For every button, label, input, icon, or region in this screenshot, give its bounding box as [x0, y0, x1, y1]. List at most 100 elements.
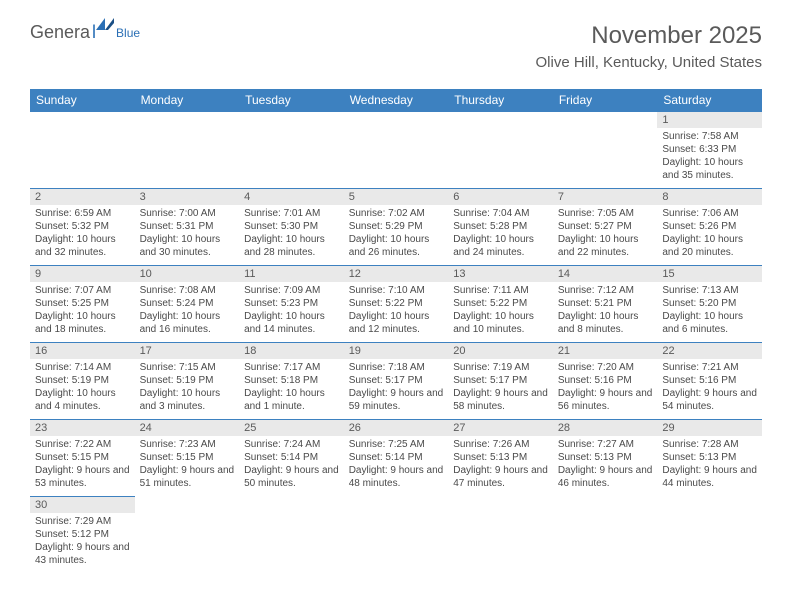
sunrise-text: Sunrise: 7:26 AM [453, 438, 548, 451]
day-number: 4 [239, 189, 344, 205]
calendar-cell: 21Sunrise: 7:20 AMSunset: 5:16 PMDayligh… [553, 343, 658, 420]
calendar-cell: 23Sunrise: 7:22 AMSunset: 5:15 PMDayligh… [30, 420, 135, 497]
sunset-text: Sunset: 5:23 PM [244, 297, 339, 310]
sunrise-text: Sunrise: 7:14 AM [35, 361, 130, 374]
daylight-text: Daylight: 9 hours and 53 minutes. [35, 464, 130, 490]
daylight-text: Daylight: 10 hours and 26 minutes. [349, 233, 444, 259]
day-number: 29 [657, 420, 762, 436]
day-info: Sunrise: 7:21 AMSunset: 5:16 PMDaylight:… [657, 359, 762, 416]
sunrise-text: Sunrise: 7:29 AM [35, 515, 130, 528]
calendar-cell: 2Sunrise: 6:59 AMSunset: 5:32 PMDaylight… [30, 189, 135, 266]
daylight-text: Daylight: 10 hours and 22 minutes. [558, 233, 653, 259]
sunrise-text: Sunrise: 7:05 AM [558, 207, 653, 220]
day-info: Sunrise: 7:07 AMSunset: 5:25 PMDaylight:… [30, 282, 135, 339]
sunset-text: Sunset: 5:31 PM [140, 220, 235, 233]
daylight-text: Daylight: 9 hours and 54 minutes. [662, 387, 757, 413]
sunrise-text: Sunrise: 7:27 AM [558, 438, 653, 451]
calendar-cell [239, 112, 344, 189]
sunrise-text: Sunrise: 7:00 AM [140, 207, 235, 220]
calendar-cell: 8Sunrise: 7:06 AMSunset: 5:26 PMDaylight… [657, 189, 762, 266]
day-info: Sunrise: 7:28 AMSunset: 5:13 PMDaylight:… [657, 436, 762, 493]
day-number: 28 [553, 420, 658, 436]
sunrise-text: Sunrise: 7:13 AM [662, 284, 757, 297]
calendar-cell: 30Sunrise: 7:29 AMSunset: 5:12 PMDayligh… [30, 497, 135, 574]
day-info: Sunrise: 7:02 AMSunset: 5:29 PMDaylight:… [344, 205, 449, 262]
daylight-text: Daylight: 9 hours and 56 minutes. [558, 387, 653, 413]
calendar-cell [553, 497, 658, 574]
day-info: Sunrise: 7:18 AMSunset: 5:17 PMDaylight:… [344, 359, 449, 416]
sunrise-text: Sunrise: 7:10 AM [349, 284, 444, 297]
calendar-cell: 15Sunrise: 7:13 AMSunset: 5:20 PMDayligh… [657, 266, 762, 343]
day-header: Thursday [448, 89, 553, 112]
day-info: Sunrise: 7:17 AMSunset: 5:18 PMDaylight:… [239, 359, 344, 416]
header: General Blue November 2025 Olive Hill, K… [0, 0, 792, 79]
sunrise-text: Sunrise: 7:58 AM [662, 130, 757, 143]
day-info: Sunrise: 7:24 AMSunset: 5:14 PMDaylight:… [239, 436, 344, 493]
daylight-text: Daylight: 9 hours and 50 minutes. [244, 464, 339, 490]
daylight-text: Daylight: 10 hours and 10 minutes. [453, 310, 548, 336]
day-number: 18 [239, 343, 344, 359]
day-number: 8 [657, 189, 762, 205]
calendar-cell: 4Sunrise: 7:01 AMSunset: 5:30 PMDaylight… [239, 189, 344, 266]
calendar-cell: 17Sunrise: 7:15 AMSunset: 5:19 PMDayligh… [135, 343, 240, 420]
sunset-text: Sunset: 6:33 PM [662, 143, 757, 156]
day-info: Sunrise: 7:14 AMSunset: 5:19 PMDaylight:… [30, 359, 135, 416]
day-info: Sunrise: 7:13 AMSunset: 5:20 PMDaylight:… [657, 282, 762, 339]
sunset-text: Sunset: 5:21 PM [558, 297, 653, 310]
day-info: Sunrise: 7:26 AMSunset: 5:13 PMDaylight:… [448, 436, 553, 493]
calendar-week-row: 30Sunrise: 7:29 AMSunset: 5:12 PMDayligh… [30, 497, 762, 574]
day-number: 3 [135, 189, 240, 205]
sunset-text: Sunset: 5:13 PM [453, 451, 548, 464]
daylight-text: Daylight: 10 hours and 16 minutes. [140, 310, 235, 336]
sunset-text: Sunset: 5:18 PM [244, 374, 339, 387]
day-info: Sunrise: 7:01 AMSunset: 5:30 PMDaylight:… [239, 205, 344, 262]
calendar-week-row: 2Sunrise: 6:59 AMSunset: 5:32 PMDaylight… [30, 189, 762, 266]
daylight-text: Daylight: 9 hours and 43 minutes. [35, 541, 130, 567]
daylight-text: Daylight: 10 hours and 12 minutes. [349, 310, 444, 336]
calendar-cell: 12Sunrise: 7:10 AMSunset: 5:22 PMDayligh… [344, 266, 449, 343]
day-number: 5 [344, 189, 449, 205]
flag-icon [96, 17, 114, 29]
sunset-text: Sunset: 5:19 PM [35, 374, 130, 387]
day-info: Sunrise: 7:19 AMSunset: 5:17 PMDaylight:… [448, 359, 553, 416]
day-info: Sunrise: 7:58 AMSunset: 6:33 PMDaylight:… [657, 128, 762, 185]
sunset-text: Sunset: 5:22 PM [453, 297, 548, 310]
sunrise-text: Sunrise: 7:23 AM [140, 438, 235, 451]
sunset-text: Sunset: 5:29 PM [349, 220, 444, 233]
day-number: 26 [344, 420, 449, 436]
calendar-cell [448, 112, 553, 189]
sunset-text: Sunset: 5:14 PM [244, 451, 339, 464]
calendar-cell: 22Sunrise: 7:21 AMSunset: 5:16 PMDayligh… [657, 343, 762, 420]
calendar-cell [135, 112, 240, 189]
calendar-cell: 11Sunrise: 7:09 AMSunset: 5:23 PMDayligh… [239, 266, 344, 343]
day-number: 10 [135, 266, 240, 282]
sunrise-text: Sunrise: 7:02 AM [349, 207, 444, 220]
calendar-cell: 25Sunrise: 7:24 AMSunset: 5:14 PMDayligh… [239, 420, 344, 497]
day-number: 25 [239, 420, 344, 436]
logo-text-blue: Blue [116, 26, 140, 40]
daylight-text: Daylight: 10 hours and 1 minute. [244, 387, 339, 413]
sunrise-text: Sunrise: 7:20 AM [558, 361, 653, 374]
sunrise-text: Sunrise: 7:09 AM [244, 284, 339, 297]
daylight-text: Daylight: 10 hours and 20 minutes. [662, 233, 757, 259]
calendar-cell: 16Sunrise: 7:14 AMSunset: 5:19 PMDayligh… [30, 343, 135, 420]
sunset-text: Sunset: 5:16 PM [662, 374, 757, 387]
calendar-cell: 5Sunrise: 7:02 AMSunset: 5:29 PMDaylight… [344, 189, 449, 266]
day-header: Sunday [30, 89, 135, 112]
day-number: 12 [344, 266, 449, 282]
day-number: 20 [448, 343, 553, 359]
calendar-cell: 26Sunrise: 7:25 AMSunset: 5:14 PMDayligh… [344, 420, 449, 497]
day-number: 30 [30, 497, 135, 513]
calendar-cell: 28Sunrise: 7:27 AMSunset: 5:13 PMDayligh… [553, 420, 658, 497]
daylight-text: Daylight: 9 hours and 44 minutes. [662, 464, 757, 490]
sunset-text: Sunset: 5:14 PM [349, 451, 444, 464]
sunset-text: Sunset: 5:24 PM [140, 297, 235, 310]
calendar-cell: 1Sunrise: 7:58 AMSunset: 6:33 PMDaylight… [657, 112, 762, 189]
sunset-text: Sunset: 5:13 PM [662, 451, 757, 464]
daylight-text: Daylight: 9 hours and 46 minutes. [558, 464, 653, 490]
day-number: 2 [30, 189, 135, 205]
sunset-text: Sunset: 5:19 PM [140, 374, 235, 387]
day-number: 14 [553, 266, 658, 282]
daylight-text: Daylight: 10 hours and 8 minutes. [558, 310, 653, 336]
day-number: 22 [657, 343, 762, 359]
